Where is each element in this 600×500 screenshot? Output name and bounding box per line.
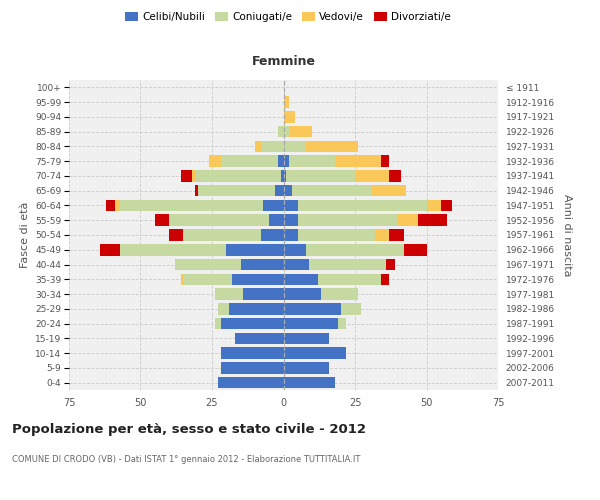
Bar	[284, 274, 318, 285]
Bar	[355, 170, 389, 181]
Bar	[398, 214, 418, 226]
Bar	[278, 156, 284, 167]
Bar	[320, 288, 358, 300]
Bar	[121, 244, 226, 256]
Bar	[292, 185, 372, 196]
Bar	[284, 259, 309, 270]
Bar	[275, 185, 284, 196]
Bar	[284, 140, 307, 152]
Bar	[284, 185, 292, 196]
Bar	[221, 318, 284, 330]
Bar	[289, 126, 312, 138]
Bar	[389, 170, 401, 181]
Bar	[381, 156, 389, 167]
Legend: Celibi/Nubili, Coniugati/e, Vedovi/e, Divorziati/e: Celibi/Nubili, Coniugati/e, Vedovi/e, Di…	[121, 8, 455, 26]
Bar	[335, 156, 381, 167]
Text: COMUNE DI CRODO (VB) - Dati ISTAT 1° gennaio 2012 - Elaborazione TUTTITALIA.IT: COMUNE DI CRODO (VB) - Dati ISTAT 1° gen…	[12, 455, 361, 464]
Bar	[235, 332, 284, 344]
Bar	[232, 274, 284, 285]
Bar	[184, 274, 232, 285]
Bar	[260, 229, 284, 241]
Bar	[284, 244, 307, 256]
Bar	[284, 229, 298, 241]
Bar	[175, 259, 241, 270]
Bar	[298, 200, 427, 211]
Bar	[218, 377, 284, 388]
Bar	[375, 229, 389, 241]
Bar	[386, 259, 395, 270]
Bar	[241, 259, 284, 270]
Bar	[298, 229, 375, 241]
Bar	[338, 318, 346, 330]
Bar	[209, 156, 221, 167]
Bar	[221, 362, 284, 374]
Bar	[106, 200, 115, 211]
Bar	[389, 229, 404, 241]
Bar	[278, 126, 284, 138]
Bar	[229, 303, 284, 314]
Bar	[284, 126, 289, 138]
Bar	[284, 348, 346, 359]
Bar	[441, 200, 452, 211]
Bar	[289, 156, 335, 167]
Bar	[184, 229, 260, 241]
Bar	[169, 214, 269, 226]
Bar	[418, 214, 446, 226]
Bar	[381, 274, 389, 285]
Bar	[341, 303, 361, 314]
Bar	[404, 244, 427, 256]
Bar	[226, 244, 284, 256]
Bar	[215, 318, 221, 330]
Bar	[215, 288, 244, 300]
Bar	[121, 200, 263, 211]
Text: Popolazione per età, sesso e stato civile - 2012: Popolazione per età, sesso e stato civil…	[12, 422, 366, 436]
Bar	[284, 362, 329, 374]
Bar	[221, 348, 284, 359]
Y-axis label: Anni di nascita: Anni di nascita	[562, 194, 572, 276]
Bar	[284, 377, 335, 388]
Bar	[263, 200, 284, 211]
Bar	[181, 170, 192, 181]
Bar	[115, 200, 121, 211]
Bar	[100, 244, 121, 256]
Bar	[255, 140, 260, 152]
Bar	[284, 200, 298, 211]
Bar	[307, 244, 404, 256]
Bar	[195, 170, 281, 181]
Bar	[284, 111, 295, 122]
Bar	[309, 259, 386, 270]
Bar	[169, 229, 184, 241]
Bar	[284, 170, 286, 181]
Bar	[284, 303, 341, 314]
Bar	[284, 332, 329, 344]
Bar	[281, 170, 284, 181]
Bar	[155, 214, 169, 226]
Bar	[284, 156, 289, 167]
Text: Femmine: Femmine	[251, 54, 316, 68]
Bar	[427, 200, 441, 211]
Bar	[181, 274, 184, 285]
Bar	[192, 170, 195, 181]
Bar	[260, 140, 284, 152]
Bar	[198, 185, 275, 196]
Bar	[284, 288, 320, 300]
Bar	[284, 96, 289, 108]
Bar	[372, 185, 406, 196]
Bar	[307, 140, 358, 152]
Bar	[269, 214, 284, 226]
Bar	[218, 303, 229, 314]
Y-axis label: Fasce di età: Fasce di età	[20, 202, 29, 268]
Bar	[318, 274, 381, 285]
Bar	[195, 185, 198, 196]
Bar	[284, 318, 338, 330]
Bar	[284, 214, 298, 226]
Bar	[221, 156, 278, 167]
Bar	[244, 288, 284, 300]
Bar	[298, 214, 398, 226]
Bar	[286, 170, 355, 181]
